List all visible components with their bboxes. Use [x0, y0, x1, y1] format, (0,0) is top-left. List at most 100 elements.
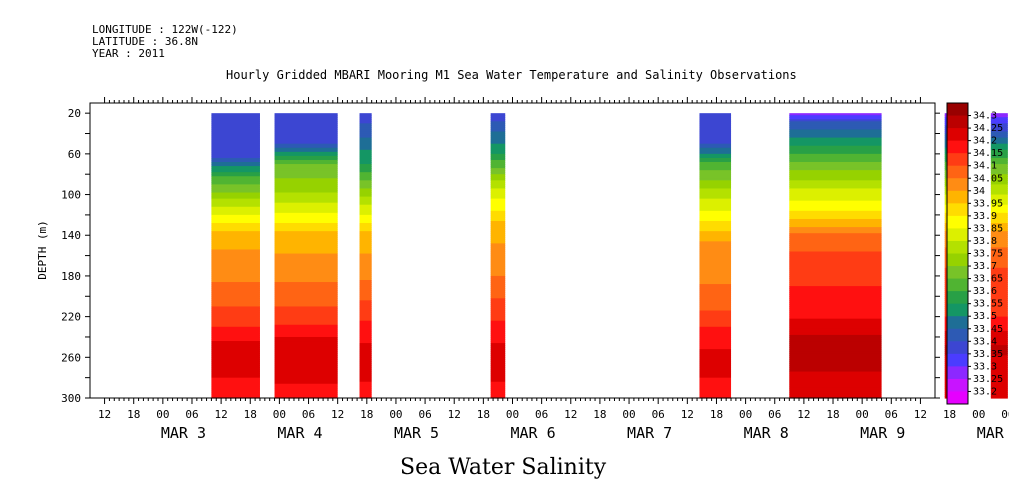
salinity-cell	[359, 214, 372, 218]
salinity-cell	[699, 269, 732, 273]
salinity-cell	[990, 332, 1008, 336]
salinity-cell	[990, 237, 1008, 240]
colorbar-label: 33.3	[973, 361, 997, 372]
colorbar-swatch	[947, 303, 968, 317]
salinity-cell	[274, 227, 338, 230]
salinity-cell	[211, 157, 260, 161]
salinity-cell	[789, 290, 882, 293]
salinity-cell	[274, 218, 338, 222]
salinity-cell	[789, 259, 882, 263]
salinity-cell	[211, 225, 260, 228]
salinity-cell	[699, 206, 732, 210]
salinity-cell	[990, 314, 1008, 318]
salinity-cell	[990, 212, 1008, 216]
salinity-cell	[789, 324, 882, 328]
salinity-cell	[211, 125, 260, 129]
salinity-cell	[274, 377, 338, 381]
salinity-cell	[211, 326, 260, 330]
salinity-cell	[359, 308, 372, 312]
salinity-cell	[699, 367, 732, 371]
salinity-cell	[490, 391, 506, 395]
colorbar-label: 33.2	[973, 386, 997, 397]
salinity-cell	[490, 218, 506, 222]
salinity-cell	[789, 131, 882, 135]
salinity-cell	[789, 237, 882, 240]
salinity-cell	[699, 174, 732, 177]
salinity-cell	[990, 286, 1008, 289]
salinity-cell	[274, 135, 338, 139]
salinity-cell	[699, 153, 732, 157]
salinity-cell	[990, 198, 1008, 202]
salinity-cell	[274, 155, 338, 159]
salinity-cell	[699, 371, 732, 375]
salinity-cell	[789, 282, 882, 285]
salinity-cell	[359, 259, 372, 263]
salinity-cell	[211, 314, 260, 318]
salinity-cell	[211, 259, 260, 263]
salinity-cell	[490, 371, 506, 375]
data-block-6	[789, 113, 882, 399]
salinity-cell	[990, 168, 1008, 171]
salinity-cell	[699, 298, 732, 301]
salinity-cell	[490, 280, 506, 283]
x-hour-label: 18	[943, 408, 956, 421]
salinity-cell	[359, 182, 372, 185]
salinity-cell	[211, 298, 260, 301]
salinity-cell	[359, 147, 372, 151]
salinity-cell	[490, 172, 506, 175]
salinity-cell	[990, 355, 1008, 358]
salinity-cell	[990, 302, 1008, 306]
salinity-cell	[211, 361, 260, 365]
salinity-cell	[359, 273, 372, 277]
salinity-cell	[211, 332, 260, 336]
salinity-cell	[274, 343, 338, 346]
salinity-cell	[211, 393, 260, 397]
salinity-cell	[699, 292, 732, 295]
salinity-cell	[789, 241, 882, 244]
salinity-cell	[990, 133, 1008, 137]
salinity-cell	[699, 290, 732, 293]
salinity-cell	[990, 280, 1008, 283]
salinity-cell	[699, 251, 732, 255]
salinity-cell	[789, 267, 882, 271]
salinity-cell	[274, 133, 338, 137]
salinity-cell	[359, 347, 372, 350]
salinity-cell	[699, 314, 732, 318]
salinity-cell	[699, 133, 732, 137]
salinity-cell	[211, 271, 260, 275]
salinity-cell	[359, 166, 372, 169]
salinity-cell	[274, 314, 338, 318]
salinity-cell	[699, 395, 732, 399]
salinity-cell	[990, 316, 1008, 320]
salinity-cell	[211, 273, 260, 277]
salinity-cell	[211, 294, 260, 297]
salinity-cell	[359, 330, 372, 334]
salinity-cell	[490, 247, 506, 251]
x-hour-label: 18	[477, 408, 490, 421]
salinity-cell	[699, 373, 732, 377]
salinity-cell	[359, 302, 372, 306]
salinity-cell	[274, 284, 338, 287]
salinity-cell	[490, 221, 506, 224]
salinity-cell	[359, 320, 372, 324]
salinity-cell	[789, 286, 882, 289]
colorbar-label: 33.6	[973, 286, 997, 297]
salinity-cell	[274, 119, 338, 122]
salinity-cell	[789, 339, 882, 342]
salinity-cell	[699, 147, 732, 151]
salinity-cell	[490, 387, 506, 391]
salinity-cell	[274, 267, 338, 271]
salinity-cell	[211, 137, 260, 141]
salinity-cell	[789, 200, 882, 204]
salinity-cell	[990, 141, 1008, 145]
salinity-cell	[490, 316, 506, 320]
salinity-cell	[990, 243, 1008, 247]
salinity-cell	[490, 271, 506, 275]
salinity-cell	[274, 347, 338, 350]
salinity-cell	[359, 328, 372, 332]
salinity-cell	[211, 221, 260, 224]
salinity-cell	[359, 286, 372, 289]
salinity-cell	[211, 359, 260, 362]
salinity-cell	[359, 257, 372, 261]
salinity-cell	[990, 381, 1008, 385]
